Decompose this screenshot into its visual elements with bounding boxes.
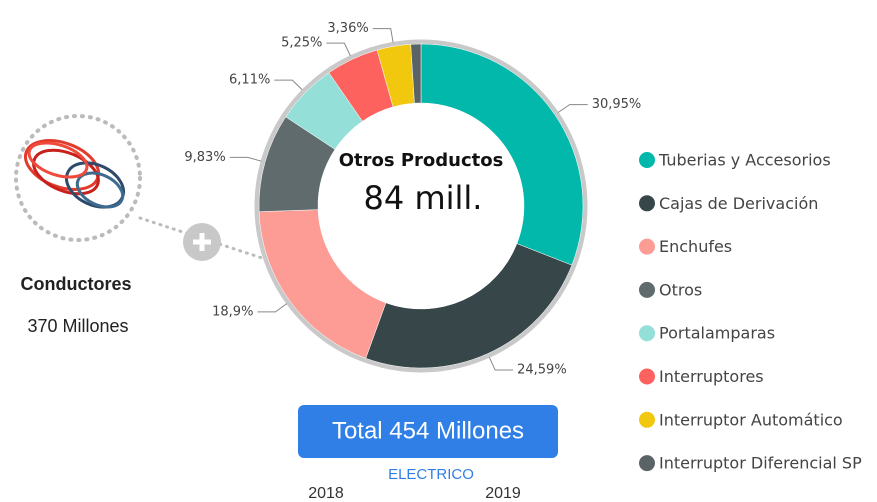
value-label: 6,11% — [229, 73, 270, 88]
legend-label: Tuberias y Accesorios — [658, 151, 831, 170]
value-label: 9,83% — [184, 150, 225, 165]
category-label: ELECTRICO — [388, 466, 474, 483]
legend-swatch — [639, 195, 655, 211]
legend-swatch — [639, 282, 655, 298]
leader-line — [489, 357, 513, 370]
dashboard: Conductores 370 Millones 30,95% 24,59% 18,… — [0, 0, 877, 502]
item-title: Conductores — [20, 274, 131, 294]
value-label: 24,59% — [517, 363, 567, 378]
legend-swatch — [639, 369, 655, 385]
legend-swatch — [639, 325, 655, 341]
value-label: 30,95% — [592, 97, 642, 112]
wire-icon — [19, 131, 131, 215]
legend-label: Interruptores — [659, 367, 764, 386]
value-label: 3,36% — [327, 21, 368, 36]
legend-label: Cajas de Derivación — [659, 194, 818, 213]
leader-line — [373, 29, 393, 43]
leader-line — [230, 157, 261, 161]
legend-swatch — [639, 412, 655, 428]
leader-line — [326, 43, 350, 56]
center-title: Otros Productos — [339, 150, 504, 171]
legend-swatch — [639, 455, 655, 471]
leader-line — [257, 304, 286, 312]
legend-label: Portalamparas — [659, 324, 775, 343]
value-label: 5,25% — [281, 36, 322, 51]
item-value: 370 Millones — [27, 316, 128, 336]
leader-line — [274, 80, 302, 90]
legend-swatch — [639, 239, 655, 255]
total-text: Total 454 Millones — [332, 417, 524, 444]
page: {"chart_data": {"type": "pie", "donut": … — [0, 0, 877, 502]
year-label: 2018 — [308, 485, 344, 502]
legend-label: Enchufes — [659, 237, 732, 256]
leader-line — [558, 105, 588, 113]
value-label: 18,9% — [212, 304, 253, 319]
year-label: 2019 — [485, 485, 521, 502]
legend-label: Interruptor Automático — [659, 410, 843, 429]
legend-label: Interruptor Diferencial SP — [659, 454, 862, 473]
legend-label: Otros — [659, 280, 702, 299]
center-value: 84 mill. — [364, 179, 483, 217]
legend-swatch — [639, 152, 655, 168]
